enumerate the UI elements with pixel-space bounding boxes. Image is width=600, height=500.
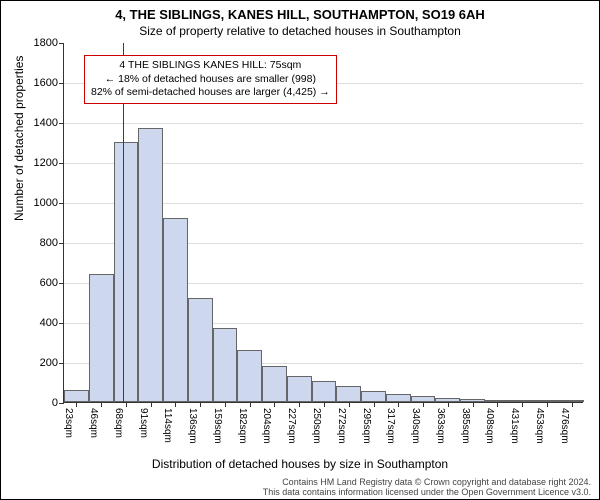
ytick-mark (59, 283, 64, 284)
annotation-box: 4 THE SIBLINGS KANES HILL: 75sqm← 18% of… (84, 55, 337, 104)
xtick-label: 476sqm (559, 408, 570, 444)
ytick-label: 1000 (34, 197, 58, 209)
ytick-label: 1800 (34, 37, 58, 49)
xtick-mark (250, 402, 251, 407)
xtick-mark (349, 402, 350, 407)
ytick-label: 200 (40, 357, 58, 369)
xtick-label: 363sqm (435, 408, 446, 444)
xtick-mark (398, 402, 399, 407)
histogram-bar (64, 390, 89, 402)
xtick-mark (175, 402, 176, 407)
footer-line1: Contains HM Land Registry data © Crown c… (263, 477, 591, 487)
xtick-mark (299, 402, 300, 407)
xtick-label: 453sqm (534, 408, 545, 444)
xtick-label: 91sqm (138, 408, 149, 438)
histogram-bar (336, 386, 361, 402)
x-axis-label: Distribution of detached houses by size … (1, 457, 599, 471)
plot-area: 02004006008001000120014001600180023sqm46… (63, 43, 583, 403)
gridline (64, 123, 583, 124)
xtick-mark (547, 402, 548, 407)
xtick-label: 317sqm (385, 408, 396, 444)
ytick-label: 800 (40, 237, 58, 249)
histogram-bar (312, 381, 337, 402)
xtick-mark (572, 402, 573, 407)
xtick-mark (473, 402, 474, 407)
xtick-label: 340sqm (410, 408, 421, 444)
ytick-label: 1600 (34, 77, 58, 89)
footer-attribution: Contains HM Land Registry data © Crown c… (263, 477, 591, 497)
xtick-label: 23sqm (63, 408, 74, 438)
xtick-mark (324, 402, 325, 407)
xtick-label: 250sqm (311, 408, 322, 444)
xtick-label: 204sqm (261, 408, 272, 444)
ytick-mark (59, 163, 64, 164)
histogram-bar (114, 142, 139, 402)
histogram-bar (386, 394, 411, 402)
xtick-mark (76, 402, 77, 407)
xtick-label: 431sqm (509, 408, 520, 444)
ytick-mark (59, 43, 64, 44)
ytick-mark (59, 323, 64, 324)
histogram-bar (138, 128, 163, 402)
histogram-bar (361, 391, 386, 402)
xtick-mark (448, 402, 449, 407)
xtick-label: 136sqm (187, 408, 198, 444)
xtick-mark (423, 402, 424, 407)
ytick-mark (59, 403, 64, 404)
histogram-bar (213, 328, 238, 402)
xtick-mark (274, 402, 275, 407)
y-axis-label: Number of detached properties (12, 56, 26, 221)
xtick-mark (151, 402, 152, 407)
ytick-label: 600 (40, 277, 58, 289)
xtick-label: 68sqm (113, 408, 124, 438)
ytick-label: 400 (40, 317, 58, 329)
ytick-mark (59, 83, 64, 84)
xtick-label: 295sqm (361, 408, 372, 444)
chart-subtitle: Size of property relative to detached ho… (1, 24, 599, 38)
annotation-line: ← 18% of detached houses are smaller (99… (91, 73, 330, 87)
ytick-mark (59, 123, 64, 124)
ytick-label: 0 (52, 397, 58, 409)
xtick-mark (225, 402, 226, 407)
ytick-mark (59, 203, 64, 204)
ytick-label: 1200 (34, 157, 58, 169)
xtick-label: 46sqm (88, 408, 99, 438)
annotation-line: 82% of semi-detached houses are larger (… (91, 86, 330, 100)
xtick-mark (522, 402, 523, 407)
xtick-mark (374, 402, 375, 407)
xtick-label: 385sqm (460, 408, 471, 444)
histogram-bar (163, 218, 188, 402)
ytick-label: 1400 (34, 117, 58, 129)
xtick-label: 227sqm (286, 408, 297, 444)
xtick-mark (200, 402, 201, 407)
footer-line2: This data contains information licensed … (263, 487, 591, 497)
chart-title: 4, THE SIBLINGS, KANES HILL, SOUTHAMPTON… (1, 7, 599, 22)
annotation-line: 4 THE SIBLINGS KANES HILL: 75sqm (91, 59, 330, 73)
histogram-bar (237, 350, 262, 402)
ytick-mark (59, 363, 64, 364)
chart-container: 4, THE SIBLINGS, KANES HILL, SOUTHAMPTON… (0, 0, 600, 500)
histogram-bar (89, 274, 114, 402)
xtick-label: 408sqm (484, 408, 495, 444)
xtick-label: 114sqm (162, 408, 173, 443)
histogram-bar (188, 298, 213, 402)
xtick-label: 182sqm (237, 408, 248, 444)
histogram-bar (262, 366, 287, 402)
ytick-mark (59, 243, 64, 244)
xtick-mark (126, 402, 127, 407)
xtick-label: 272sqm (336, 408, 347, 444)
histogram-bar (287, 376, 312, 402)
xtick-mark (497, 402, 498, 407)
xtick-mark (101, 402, 102, 407)
xtick-label: 159sqm (212, 408, 223, 444)
